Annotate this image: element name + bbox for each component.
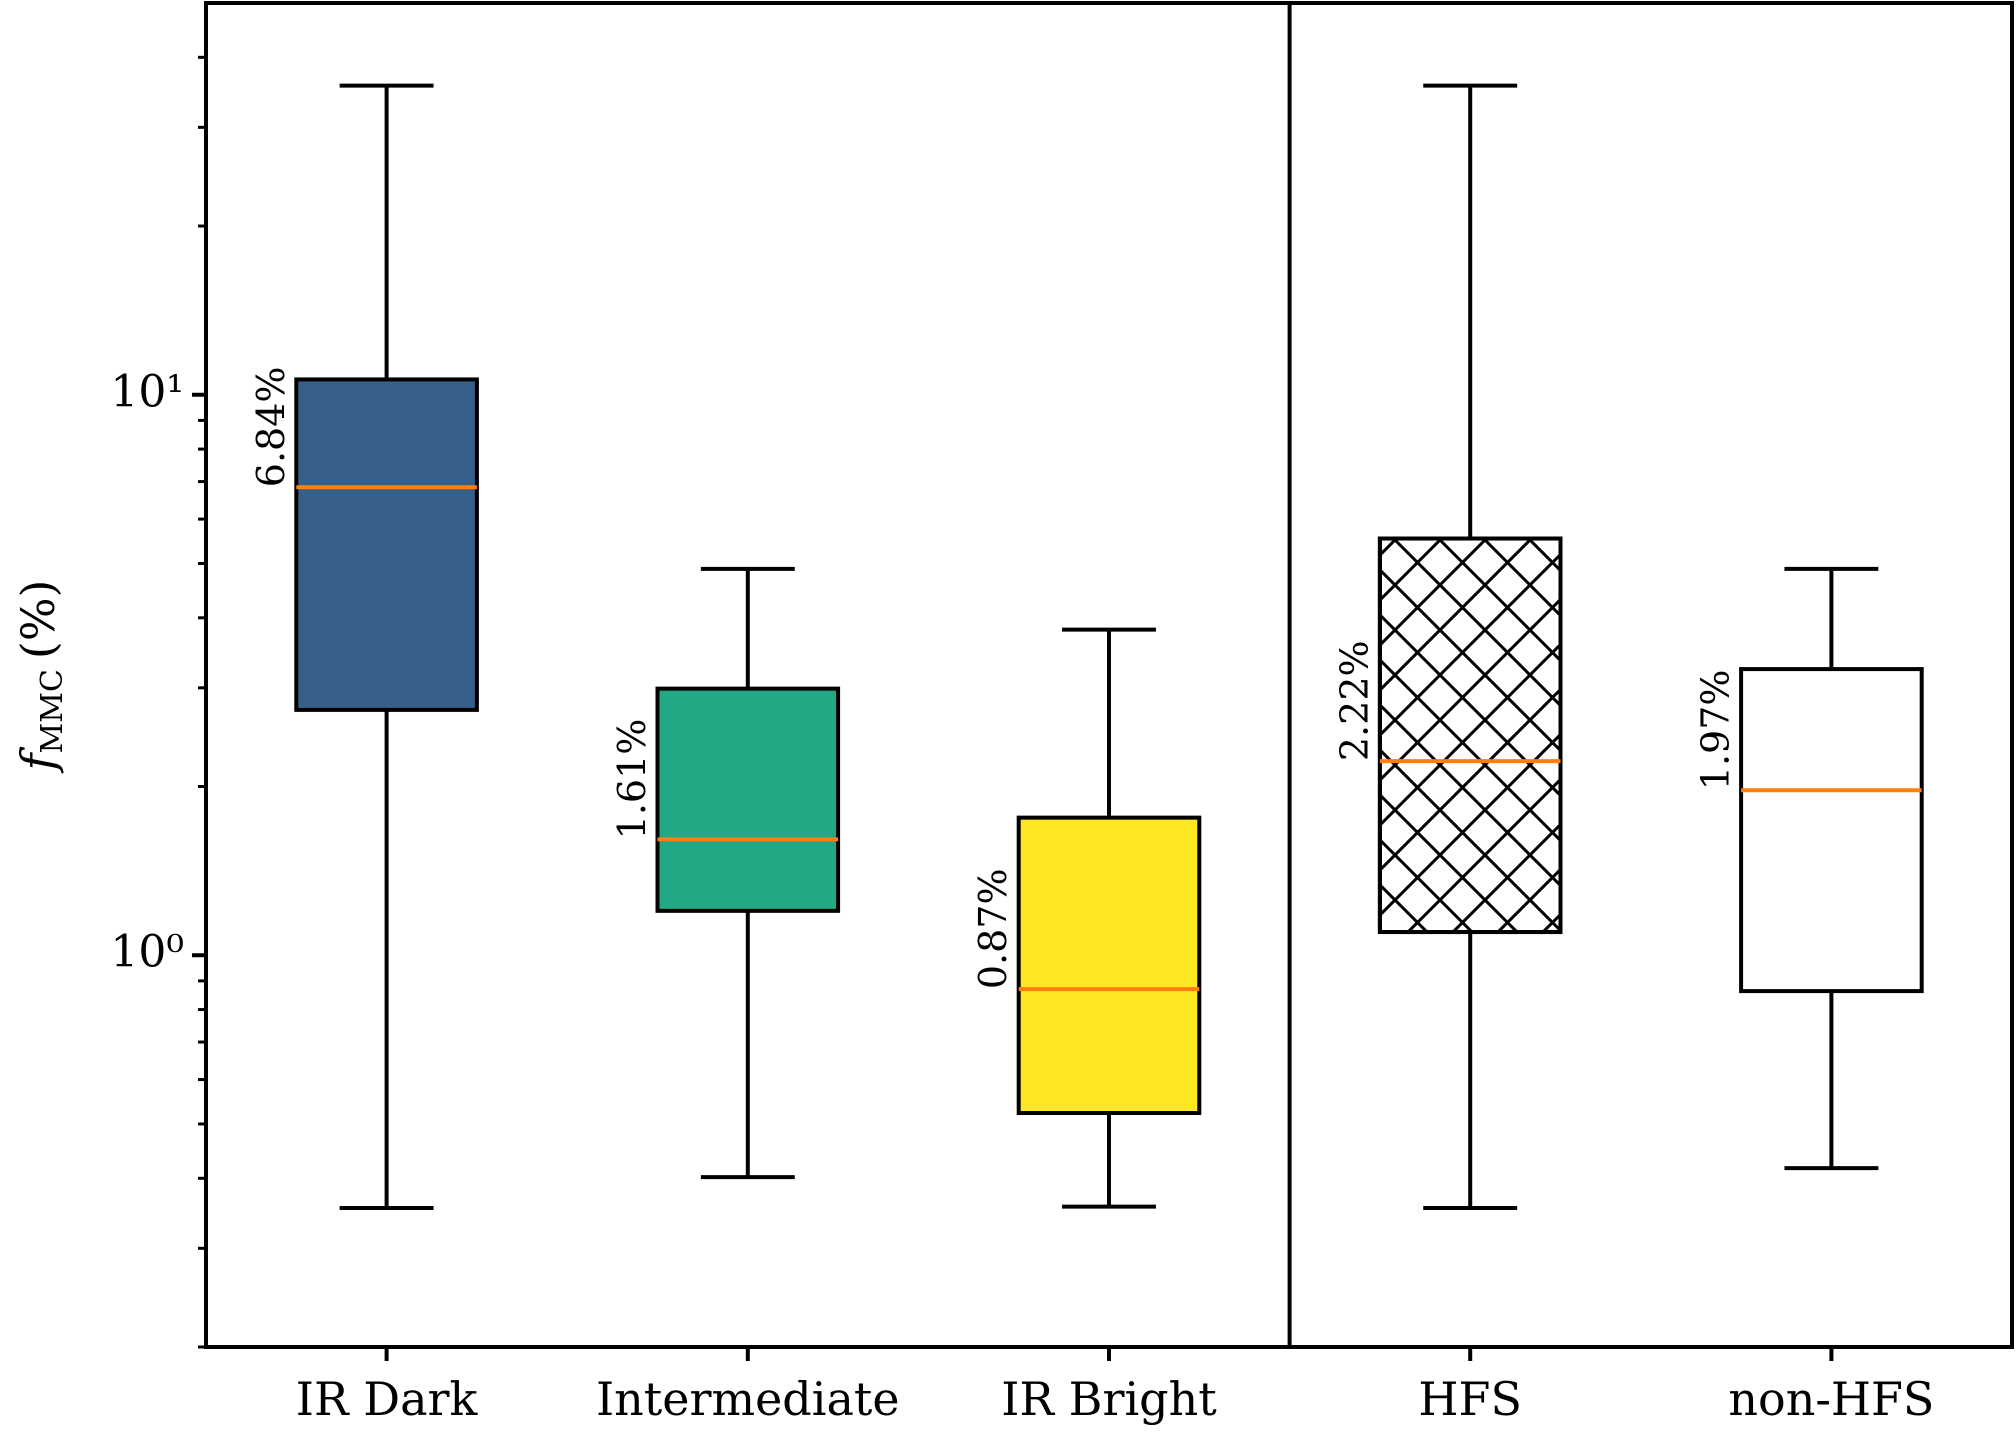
x-tick-label: IR Bright (1001, 1372, 1217, 1426)
median-label: 2.22% (1332, 640, 1376, 761)
x-tick-label: HFS (1418, 1372, 1522, 1426)
y-tick-label: 10¹ (110, 366, 184, 417)
median-label: 1.97% (1694, 669, 1738, 790)
box (294, 377, 479, 712)
y-tick-label: 10⁰ (110, 927, 184, 978)
box (1739, 667, 1924, 994)
y-label-unit: (%) (11, 579, 65, 659)
median-label: 6.84% (249, 366, 293, 487)
y-axis-label: fMMC(%) (11, 579, 70, 773)
x-tick-label: Intermediate (596, 1372, 900, 1426)
x-tick-label: IR Dark (296, 1372, 479, 1426)
box-hatch (1377, 536, 1563, 935)
x-tick-label: non-HFS (1728, 1372, 1934, 1426)
y-label-subscript: MMC (35, 669, 70, 753)
median-label: 0.87% (971, 868, 1015, 989)
median-label: 1.61% (610, 719, 654, 840)
box (655, 686, 841, 913)
box (1016, 815, 1202, 1116)
